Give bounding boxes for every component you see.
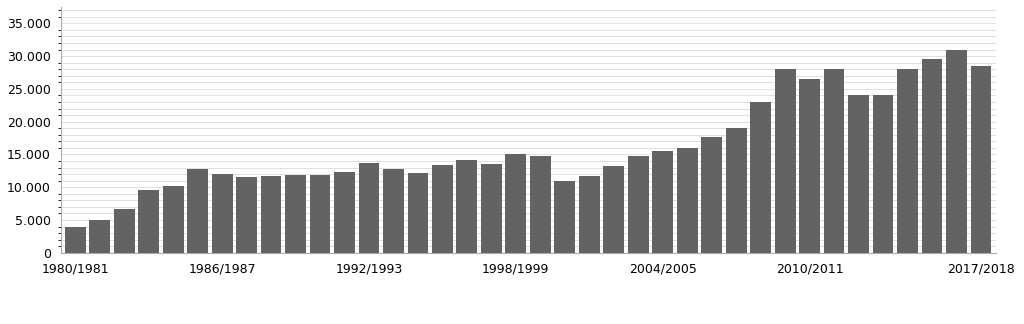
Bar <box>897 69 918 253</box>
Bar <box>530 156 551 253</box>
Bar <box>432 165 453 253</box>
Bar <box>261 176 282 253</box>
Bar <box>65 227 86 253</box>
Bar <box>408 173 428 253</box>
Bar <box>701 137 722 253</box>
Bar <box>751 102 771 253</box>
Bar <box>775 69 796 253</box>
Bar <box>163 186 183 253</box>
Bar <box>285 175 306 253</box>
Bar <box>383 169 403 253</box>
Bar <box>138 191 159 253</box>
Bar <box>971 66 991 253</box>
Bar <box>506 155 526 253</box>
Bar <box>823 69 845 253</box>
Bar <box>89 220 111 253</box>
Bar <box>212 174 232 253</box>
Bar <box>677 148 697 253</box>
Bar <box>457 160 477 253</box>
Bar <box>848 96 869 253</box>
Bar <box>946 50 967 253</box>
Bar <box>358 163 379 253</box>
Bar <box>872 96 894 253</box>
Bar <box>628 156 648 253</box>
Bar <box>652 151 673 253</box>
Bar <box>726 128 746 253</box>
Bar <box>187 169 208 253</box>
Bar <box>603 166 625 253</box>
Bar <box>799 79 820 253</box>
Bar <box>579 176 600 253</box>
Bar <box>237 177 257 253</box>
Bar <box>334 172 355 253</box>
Bar <box>922 59 942 253</box>
Bar <box>114 209 134 253</box>
Bar <box>309 175 331 253</box>
Bar <box>481 164 502 253</box>
Bar <box>554 180 575 253</box>
